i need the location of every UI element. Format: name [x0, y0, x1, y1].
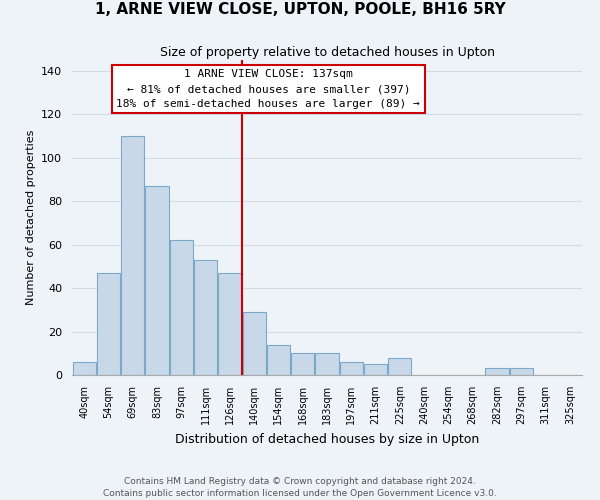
Bar [510, 368, 533, 375]
Bar [316, 354, 338, 375]
Text: 1 ARNE VIEW CLOSE: 137sqm
← 81% of detached houses are smaller (397)
18% of semi: 1 ARNE VIEW CLOSE: 137sqm ← 81% of detac… [116, 70, 420, 109]
Y-axis label: Number of detached properties: Number of detached properties [26, 130, 35, 305]
Bar [267, 344, 290, 375]
Bar [145, 186, 169, 375]
Bar [485, 368, 509, 375]
Bar [340, 362, 363, 375]
Bar [194, 260, 217, 375]
Bar [218, 273, 241, 375]
Text: 1, ARNE VIEW CLOSE, UPTON, POOLE, BH16 5RY: 1, ARNE VIEW CLOSE, UPTON, POOLE, BH16 5… [95, 2, 505, 18]
Bar [242, 312, 266, 375]
Bar [364, 364, 387, 375]
Bar [97, 273, 120, 375]
Bar [73, 362, 95, 375]
Bar [170, 240, 193, 375]
Bar [121, 136, 144, 375]
Bar [291, 354, 314, 375]
Text: Contains HM Land Registry data © Crown copyright and database right 2024.
Contai: Contains HM Land Registry data © Crown c… [103, 476, 497, 498]
Bar [388, 358, 412, 375]
Title: Size of property relative to detached houses in Upton: Size of property relative to detached ho… [160, 46, 494, 59]
X-axis label: Distribution of detached houses by size in Upton: Distribution of detached houses by size … [175, 432, 479, 446]
